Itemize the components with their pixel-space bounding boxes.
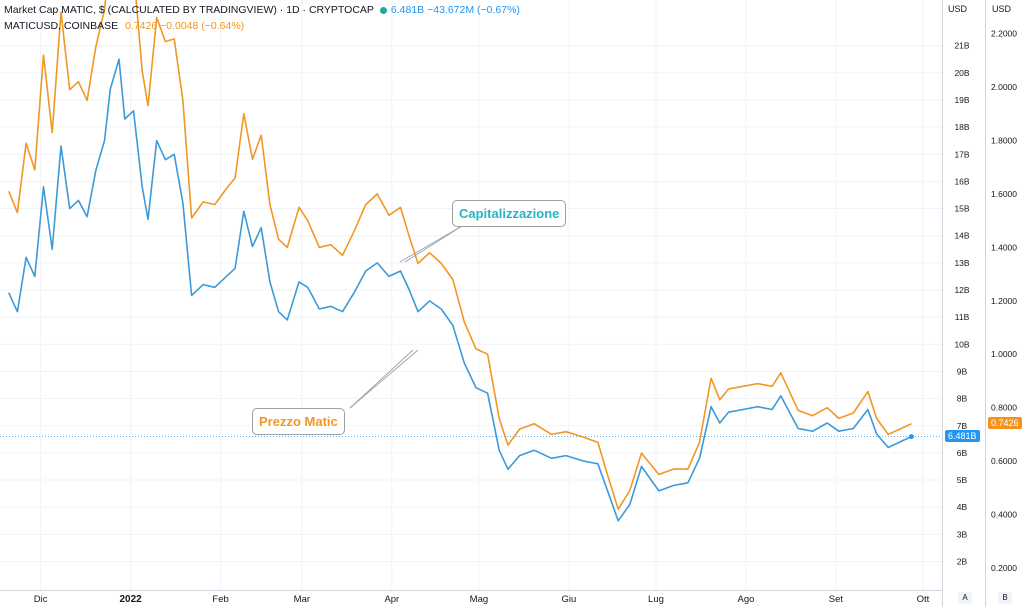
x-tick-label: Mar <box>294 594 310 605</box>
price-pointer <box>349 349 419 409</box>
left-tick-label: 18B <box>954 122 969 132</box>
chart-title-value: 6.481B −43.672M (−0.67%) <box>390 4 520 16</box>
right-tick-label: 0.2000 <box>991 563 1017 573</box>
left-tick-label: 10B <box>954 339 969 349</box>
right-tick-label: 0.4000 <box>991 510 1017 520</box>
x-tick-label: Lug <box>648 594 664 605</box>
left-scale-unit: USD <box>948 4 968 14</box>
right-tick-label: 1.0000 <box>991 349 1017 359</box>
right-scale-unit: USD <box>992 4 1012 14</box>
x-tick-label: Set <box>829 594 844 605</box>
right-tick-label: 1.8000 <box>991 135 1017 145</box>
log-scale-button[interactable]: B <box>998 592 1012 604</box>
left-tick-label: 17B <box>954 149 969 159</box>
right-tick-label: 1.2000 <box>991 296 1017 306</box>
auto-scale-button[interactable]: A <box>958 592 972 604</box>
market-cap-last-point <box>908 434 914 440</box>
left-tick-label: 2B <box>957 557 968 567</box>
left-tick-label: 6B <box>957 448 968 458</box>
status-dot-icon <box>379 6 387 14</box>
left-tick-label: 13B <box>954 258 969 268</box>
left-tick-label: 15B <box>954 204 969 214</box>
left-tick-label: 11B <box>955 312 970 322</box>
left-tick-label: 9B <box>957 366 968 376</box>
x-tick-label: Giu <box>561 594 576 605</box>
left-tick-label: 14B <box>954 231 969 241</box>
left-tick-label: 5B <box>957 475 968 485</box>
right-tick-label: 2.0000 <box>991 82 1017 92</box>
x-tick-label: Mag <box>470 594 488 605</box>
left-tick-label: 8B <box>957 394 968 404</box>
x-tick-label: Ott <box>917 594 930 605</box>
matic-price-tag: 0.7426 <box>988 416 1022 429</box>
x-tick-label: Dic <box>34 594 48 605</box>
series-lines <box>7 0 914 522</box>
chart-subtitle-value: 0.7426 −0.0048 (−0.64%) <box>125 20 245 32</box>
x-tick-label: Apr <box>384 594 399 605</box>
right-tick-label: 0.6000 <box>991 456 1017 466</box>
right-axis-ticks: 0.2000 0.4000 0.6000 0.8000 1.0000 1.2000 1.40… <box>991 29 1017 573</box>
annotation-market-cap: Capitalizzazione <box>452 200 567 227</box>
matic-price-line <box>7 0 912 510</box>
x-tick-label: 2022 <box>119 594 142 605</box>
x-tick-label: Feb <box>212 594 228 605</box>
chart-subtitle-row: MATICUSD, COINBASE 0.7426 −0.0048 (−0.64… <box>4 20 244 32</box>
x-axis-labels: Dic 2022 Feb Mar Apr Mag Giu Lug Ago Set Ott <box>34 594 930 605</box>
right-tick-label: 0.8000 <box>991 403 1017 413</box>
left-tick-label: 20B <box>954 68 969 78</box>
price-pointer <box>349 349 414 409</box>
right-tick-label: 1.4000 <box>991 242 1017 252</box>
left-tick-label: 4B <box>957 502 968 512</box>
left-tick-label: 16B <box>954 176 969 186</box>
x-tick-label: Ago <box>737 594 754 605</box>
left-tick-label: 21B <box>954 41 969 51</box>
left-tick-label: 19B <box>954 95 969 105</box>
market-cap-line <box>7 58 912 522</box>
left-tick-label: 7B <box>957 421 968 431</box>
right-tick-label: 1.6000 <box>991 189 1017 199</box>
left-tick-label: 3B <box>957 529 968 539</box>
right-tick-label: 2.2000 <box>991 29 1017 39</box>
grid <box>0 0 986 607</box>
annotation-price: Prezzo Matic <box>252 408 345 435</box>
left-tick-label: 12B <box>954 285 969 295</box>
left-axis-ticks: 2B 3B 4B 5B 6B 7B 8B 9B 10B 11B 12B 13B 14B 15B 16B 17B… <box>954 41 969 567</box>
chart-subtitle: MATICUSD, COINBASE <box>4 20 119 32</box>
chart-title: Market Cap MATIC, $ (CALCULATED BY TRADI… <box>4 4 374 16</box>
cap-pointer <box>404 225 463 263</box>
callout-pointers <box>349 225 463 409</box>
market-cap-price-tag: 6.481B <box>945 429 980 442</box>
chart-title-row: Market Cap MATIC, $ (CALCULATED BY TRADI… <box>4 4 520 16</box>
